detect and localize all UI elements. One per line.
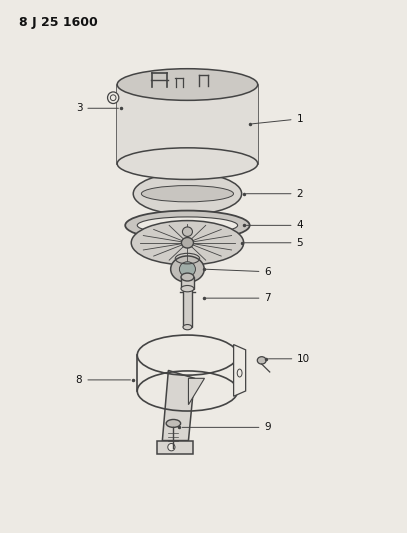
Polygon shape [188, 378, 204, 405]
Text: 8 J 25 1600: 8 J 25 1600 [19, 16, 98, 29]
Ellipse shape [257, 357, 266, 364]
Bar [181, 277, 194, 289]
Ellipse shape [107, 92, 119, 103]
Ellipse shape [179, 262, 195, 277]
Text: 9: 9 [182, 422, 271, 432]
Polygon shape [162, 370, 195, 441]
Ellipse shape [237, 369, 242, 377]
Ellipse shape [133, 173, 242, 215]
Ellipse shape [183, 325, 192, 330]
Ellipse shape [181, 273, 194, 281]
Ellipse shape [117, 69, 258, 100]
Ellipse shape [110, 95, 116, 101]
Ellipse shape [182, 227, 193, 237]
Bar [183, 289, 192, 327]
Text: 6: 6 [206, 267, 271, 277]
Text: 3: 3 [76, 103, 118, 114]
Ellipse shape [137, 217, 238, 234]
Text: 1: 1 [252, 114, 303, 124]
Text: 4: 4 [246, 220, 303, 230]
Bar [117, 85, 258, 164]
Polygon shape [158, 441, 193, 454]
Text: 10: 10 [269, 354, 311, 364]
Text: 8: 8 [76, 375, 131, 385]
Ellipse shape [141, 185, 234, 202]
Ellipse shape [125, 211, 249, 240]
Ellipse shape [117, 148, 258, 180]
Ellipse shape [166, 419, 181, 427]
Ellipse shape [181, 286, 194, 292]
Ellipse shape [168, 443, 175, 451]
Text: 2: 2 [246, 189, 303, 199]
Ellipse shape [182, 238, 193, 248]
Ellipse shape [131, 221, 244, 265]
Ellipse shape [171, 256, 204, 282]
Text: 5: 5 [245, 238, 303, 248]
Polygon shape [234, 344, 246, 396]
Text: 7: 7 [206, 293, 271, 303]
